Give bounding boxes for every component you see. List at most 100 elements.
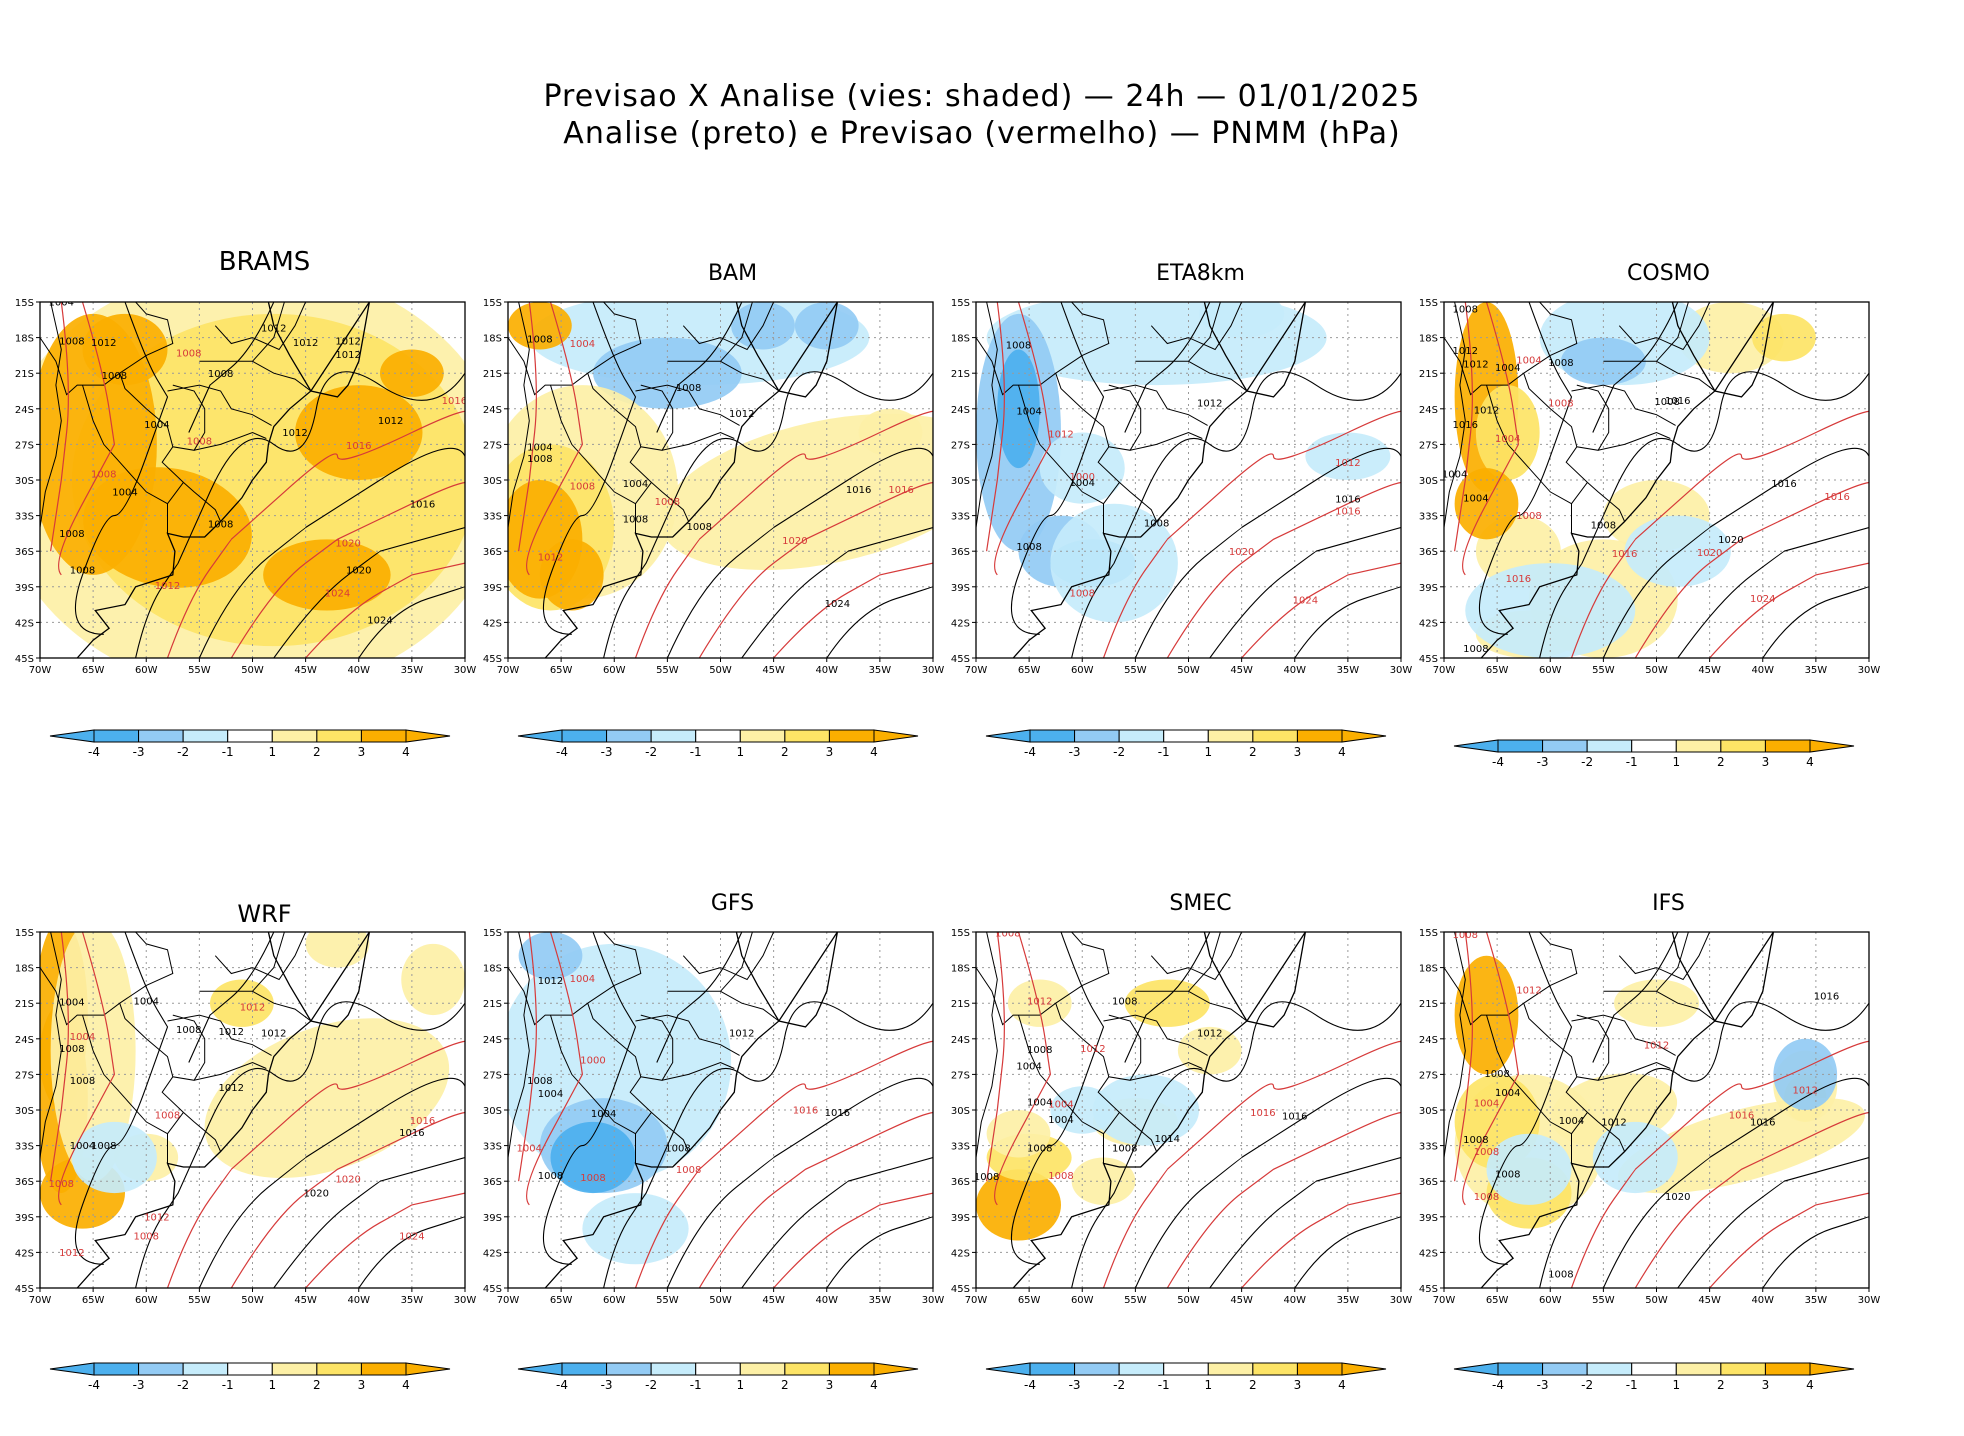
x-tick-label: 65W <box>1018 1295 1041 1306</box>
x-tick-label: 65W <box>82 1295 105 1306</box>
y-tick-label: 36S <box>483 547 502 558</box>
y-tick-label: 36S <box>951 1177 970 1188</box>
border-line <box>1603 932 1689 992</box>
panel-title: GFS <box>711 891 754 916</box>
forecast-isobar-label: 1004 <box>1495 434 1520 445</box>
colorbar-segment <box>1675 739 1722 753</box>
cold-bias-area <box>550 1121 636 1194</box>
colorbar-segment <box>271 1362 318 1376</box>
x-tick-label: 60W <box>135 665 158 676</box>
analysis-isobar-label: 1012 <box>293 338 318 349</box>
forecast-isobar-label: 1012 <box>538 553 563 564</box>
warm-bias-area <box>380 349 444 397</box>
forecast-isobar-label: 1008 <box>676 1165 701 1176</box>
analysis-isobar-label: 1016 <box>1453 420 1478 431</box>
analysis-isobar-label: 1008 <box>1548 358 1573 369</box>
panel-title: ETA8km <box>1156 261 1245 286</box>
y-tick-label: 18S <box>15 334 34 345</box>
colorbar-segment <box>1296 1362 1343 1376</box>
forecast-isobar-label: 1024 <box>1293 595 1318 606</box>
colorbar-segment <box>1764 1362 1811 1376</box>
y-tick-label: 24S <box>15 405 34 416</box>
x-tick-label: 50W <box>709 1295 732 1306</box>
colorbar-segment <box>1497 1362 1544 1376</box>
coastline <box>544 932 839 1288</box>
cold-bias-area <box>1039 432 1125 504</box>
x-tick-label: 30W <box>922 1295 945 1306</box>
analysis-isobar-label: 1008 <box>1112 996 1137 1007</box>
forecast-isobar <box>1241 562 1401 658</box>
forecast-isobar <box>58 932 116 1206</box>
colorbar-label: 2 <box>1717 1378 1725 1392</box>
border-line <box>1129 431 1203 451</box>
x-tick-label: 50W <box>241 665 264 676</box>
analysis-isobar-label: 1004 <box>1495 1088 1520 1099</box>
forecast-isobar <box>230 482 465 658</box>
colorbar-label: 2 <box>1717 755 1725 769</box>
analysis-isobar-label: 1012 <box>261 324 286 335</box>
colorbar-label: 3 <box>1762 755 1770 769</box>
colorbar-segment <box>227 729 273 743</box>
x-tick-label: 45W <box>762 1295 785 1306</box>
border-line <box>193 1061 267 1081</box>
analysis-isobar-label: 1008 <box>1463 644 1488 655</box>
analysis-isobar-label: 1004 <box>527 442 552 453</box>
forecast-isobar-label: 1008 <box>1453 930 1478 941</box>
analysis-isobar <box>1677 1156 1869 1288</box>
border-line <box>682 932 775 981</box>
panel-smec: SMEC 1008 1012 1012 1004 1008 1016 1008 1008 1004… <box>951 891 1412 1392</box>
colorbar-label: -1 <box>222 1378 234 1392</box>
analysis-isobar <box>358 1216 465 1288</box>
colorbar-segment <box>1252 1362 1298 1376</box>
x-tick-label: 60W <box>1539 1295 1562 1306</box>
y-tick-label: 33S <box>483 1142 502 1153</box>
x-tick-label: 35W <box>869 665 892 676</box>
colorbar-segment <box>1163 1362 1209 1376</box>
x-tick-label: 45W <box>294 665 317 676</box>
analysis-isobar-label: 1008 <box>59 1044 84 1055</box>
analysis-isobar <box>542 932 637 1265</box>
colorbar-segment <box>1074 1362 1120 1376</box>
colorbar-label: -4 <box>1024 1378 1036 1392</box>
y-tick-label: 24S <box>1419 405 1438 416</box>
border-line <box>1188 990 1248 1022</box>
border-line <box>82 1014 168 1135</box>
border-line <box>1565 1076 1626 1152</box>
colorbar-right-arrow <box>1341 729 1387 743</box>
y-tick-label: 42S <box>951 618 970 629</box>
colorbar-label: -1 <box>1626 755 1638 769</box>
warm-bias-area <box>295 385 423 480</box>
border-line <box>720 360 780 392</box>
x-tick-label: 50W <box>241 1295 264 1306</box>
y-tick-label: 42S <box>15 618 34 629</box>
panel-eta8km: ETA8km1012101210161020102410081000100810… <box>951 261 1412 759</box>
forecast-isobar-label: 1008 <box>580 1173 605 1184</box>
analysis-isobar <box>1478 302 1573 635</box>
map-area: 1004100810081012100810121016102010241012… <box>40 932 465 1288</box>
analysis-isobar-label: 1008 <box>538 1171 563 1182</box>
y-tick-label: 21S <box>15 999 34 1010</box>
y-tick-label: 15S <box>15 928 34 939</box>
border-line <box>1656 360 1716 392</box>
border-line <box>1597 431 1671 451</box>
colorbar-label: -2 <box>177 1378 189 1392</box>
forecast-isobar-label: 1024 <box>325 588 350 599</box>
warm-bias-area <box>1475 385 1540 480</box>
analysis-isobar <box>826 586 933 658</box>
colorbar-label: 3 <box>1294 745 1302 759</box>
y-tick-label: 45S <box>951 654 970 665</box>
colorbar-label: 4 <box>870 1378 878 1392</box>
forecast-isobar <box>1462 932 1520 1206</box>
x-tick-label: 40W <box>1751 1295 1774 1306</box>
forecast-isobar-label: 1012 <box>1793 1085 1818 1096</box>
x-tick-label: 60W <box>1071 1295 1094 1306</box>
forecast-isobar-label: 1012 <box>240 1002 265 1013</box>
forecast-isobar-label: 1020 <box>1697 548 1722 559</box>
border-line <box>1444 302 1466 528</box>
forecast-isobar <box>1709 562 1869 658</box>
colorbar-label: 4 <box>1338 1378 1346 1392</box>
analysis-isobar <box>826 1216 933 1288</box>
analysis-isobar-label: 1008 <box>208 519 233 530</box>
x-tick-label: 55W <box>1124 1295 1147 1306</box>
colorbar-segment <box>1497 739 1544 753</box>
